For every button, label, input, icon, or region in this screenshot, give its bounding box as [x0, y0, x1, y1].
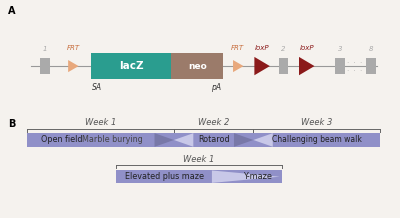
Text: loxP: loxP — [300, 45, 315, 51]
Polygon shape — [233, 60, 244, 72]
Text: · · · ·: · · · · — [340, 60, 363, 65]
Text: loxP: loxP — [255, 45, 270, 51]
Text: Week 2: Week 2 — [198, 118, 229, 127]
Text: 3: 3 — [338, 46, 342, 52]
Text: Rotarod: Rotarod — [198, 135, 230, 145]
Text: Challenging beam walk: Challenging beam walk — [272, 135, 362, 145]
Text: Week 1: Week 1 — [183, 155, 214, 164]
Text: neo: neo — [188, 62, 206, 71]
Text: lacZ: lacZ — [119, 61, 144, 71]
Text: SA: SA — [92, 83, 102, 92]
Text: Week 1: Week 1 — [85, 118, 116, 127]
Text: 1: 1 — [43, 46, 47, 52]
Polygon shape — [212, 170, 280, 183]
Text: 2: 2 — [281, 46, 286, 52]
Bar — [27, 133, 380, 147]
Bar — [279, 58, 288, 75]
Bar — [366, 58, 376, 75]
Polygon shape — [234, 133, 253, 147]
Text: 8: 8 — [368, 46, 373, 52]
Text: Open field: Open field — [41, 135, 82, 145]
Bar — [116, 170, 282, 183]
Polygon shape — [68, 60, 79, 72]
Text: FRT: FRT — [67, 45, 80, 51]
Polygon shape — [299, 57, 314, 75]
Text: Y-maze: Y-maze — [243, 172, 272, 181]
Polygon shape — [253, 133, 273, 147]
Polygon shape — [174, 133, 193, 147]
Text: pA: pA — [211, 83, 222, 92]
Text: Week 3: Week 3 — [301, 118, 333, 127]
Text: Marble burying: Marble burying — [82, 135, 143, 145]
Text: Elevated plus maze: Elevated plus maze — [125, 172, 204, 181]
Bar — [40, 58, 50, 75]
Text: FRT: FRT — [231, 45, 244, 51]
Bar — [171, 53, 223, 79]
Polygon shape — [154, 133, 174, 147]
Text: · · · ·: · · · · — [340, 68, 363, 73]
Bar — [92, 53, 171, 79]
Text: B: B — [8, 119, 15, 129]
Bar — [335, 58, 344, 75]
Text: A: A — [8, 5, 16, 15]
Polygon shape — [254, 57, 270, 75]
